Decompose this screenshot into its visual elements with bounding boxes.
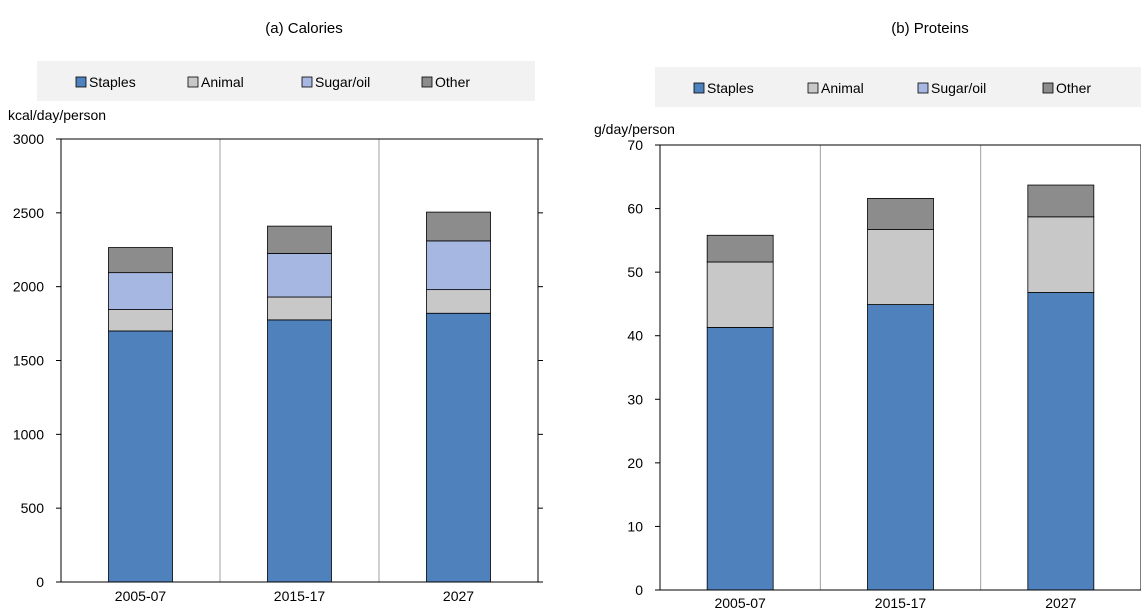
bar-segment-staples-2005-07 <box>108 330 173 583</box>
bar-segment-sugaroil-2027 <box>426 240 491 291</box>
y-tick-label: 2500 <box>13 205 44 221</box>
legend-label-staples: Staples <box>89 74 136 90</box>
y-tick-label: 1000 <box>13 426 44 442</box>
chart-title-calories: (a) Calories <box>265 20 343 37</box>
y-tick-label: 1500 <box>13 353 44 369</box>
x-tick-label: 2015-17 <box>274 588 326 604</box>
legend-label-staples: Staples <box>707 80 754 96</box>
y-tick-label: 60 <box>627 201 643 217</box>
bar-segment-animal-2027 <box>1027 216 1095 293</box>
legend-proteins: Staples Animal Sugar/oil Other <box>655 67 1141 107</box>
x-tick-label: 2005-07 <box>714 595 766 609</box>
y-tick-label: 500 <box>21 500 45 516</box>
legend-swatch-sugaroil <box>917 82 929 94</box>
legend-label-sugaroil: Sugar/oil <box>931 80 986 96</box>
x-tick-label: 2027 <box>443 588 474 604</box>
y-axis-label-calories: kcal/day/person <box>8 107 106 123</box>
y-tick-label: 0 <box>36 574 44 590</box>
legend-swatch-other <box>1042 82 1054 94</box>
bar-segment-staples-2015-17 <box>267 319 332 583</box>
legend-background <box>655 67 1141 107</box>
bar-segment-other-2015-17 <box>867 197 934 230</box>
y-tick-label: 70 <box>627 137 643 153</box>
legend-swatch-staples <box>693 82 705 94</box>
legend-background <box>37 61 535 101</box>
legend-label-animal: Animal <box>821 80 864 96</box>
x-tick-label: 2015-17 <box>875 595 927 609</box>
legend-label-other: Other <box>1056 80 1091 96</box>
legend-label-other: Other <box>435 74 470 90</box>
bar-segment-other-2027 <box>426 211 491 242</box>
legend-swatch-animal <box>807 82 819 94</box>
y-axis-label-proteins: g/day/person <box>594 121 675 137</box>
bar-segment-animal-2015-17 <box>267 296 332 321</box>
bar-segment-staples-2027 <box>426 312 491 583</box>
y-tick-label: 2000 <box>13 279 44 295</box>
bar-segment-animal-2027 <box>426 289 491 314</box>
bar-segment-animal-2005-07 <box>108 309 173 332</box>
y-tick-label: 3000 <box>13 131 44 147</box>
x-tick-label: 2027 <box>1045 595 1076 609</box>
bar-segment-other-2015-17 <box>267 225 332 254</box>
bar-segment-staples-2027 <box>1027 292 1095 591</box>
bar-segment-other-2005-07 <box>706 234 774 263</box>
y-tick-label: 20 <box>627 455 643 471</box>
panel-proteins: (b) Proteins g/day/person <box>594 20 969 137</box>
bar-segment-staples-2015-17 <box>867 304 934 591</box>
plot-calories: Staples Animal Sugar/oil Other 2005-07 2015-1… <box>13 61 543 604</box>
bar-segment-animal-2005-07 <box>706 261 774 328</box>
legend-swatch-other <box>421 76 433 88</box>
chart-title-proteins: (b) Proteins <box>891 20 969 37</box>
legend-calories: Staples Animal Sugar/oil Other <box>37 61 535 101</box>
plot-proteins: Staples Animal Sugar/oil Other 2005-07 2015-1… <box>627 67 1141 609</box>
legend-label-sugaroil: Sugar/oil <box>315 74 370 90</box>
legend-label-animal: Animal <box>201 74 244 90</box>
x-tick-label: 2005-07 <box>115 588 167 604</box>
bar-segment-sugaroil-2015-17 <box>267 253 332 298</box>
y-tick-label: 50 <box>627 264 643 280</box>
legend-swatch-staples <box>75 76 87 88</box>
y-tick-label: 30 <box>627 391 643 407</box>
panel-calories: (a) Calories kcal/day/person <box>8 20 343 123</box>
y-tick-label: 10 <box>627 518 643 534</box>
bar-segment-other-2005-07 <box>108 247 173 274</box>
legend-swatch-animal <box>187 76 199 88</box>
bar-segment-animal-2015-17 <box>867 229 934 305</box>
y-tick-label: 40 <box>627 328 643 344</box>
y-tick-label: 0 <box>635 582 643 598</box>
plot-frame <box>659 144 1141 591</box>
bar-segment-other-2027 <box>1027 184 1095 218</box>
bar-segment-sugaroil-2005-07 <box>108 272 173 310</box>
legend-swatch-sugaroil <box>301 76 313 88</box>
bar-segment-staples-2005-07 <box>706 327 774 591</box>
